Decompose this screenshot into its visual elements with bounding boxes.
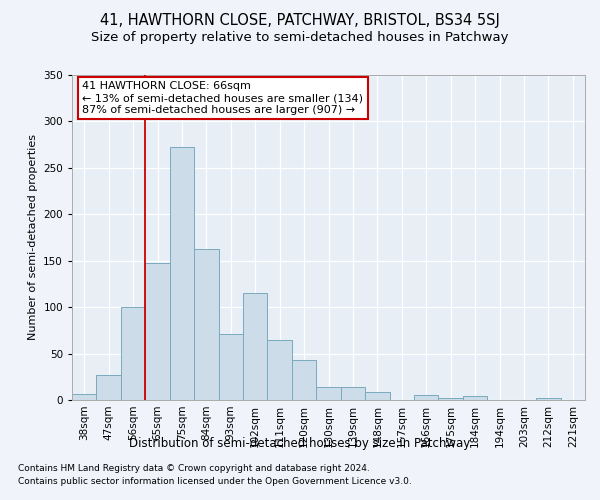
Text: 41 HAWTHORN CLOSE: 66sqm
← 13% of semi-detached houses are smaller (134)
87% of : 41 HAWTHORN CLOSE: 66sqm ← 13% of semi-d… — [82, 82, 363, 114]
Bar — [463, 396, 487, 400]
Bar — [145, 262, 170, 400]
Bar — [414, 396, 439, 400]
Bar — [439, 398, 463, 400]
Bar — [97, 375, 121, 400]
Text: 41, HAWTHORN CLOSE, PATCHWAY, BRISTOL, BS34 5SJ: 41, HAWTHORN CLOSE, PATCHWAY, BRISTOL, B… — [100, 12, 500, 28]
Bar — [316, 387, 341, 400]
Bar — [268, 340, 292, 400]
Text: Distribution of semi-detached houses by size in Patchway: Distribution of semi-detached houses by … — [130, 438, 470, 450]
Y-axis label: Number of semi-detached properties: Number of semi-detached properties — [28, 134, 38, 340]
Text: Contains public sector information licensed under the Open Government Licence v3: Contains public sector information licen… — [18, 478, 412, 486]
Bar — [536, 398, 560, 400]
Bar — [72, 394, 97, 400]
Bar — [218, 334, 243, 400]
Bar — [170, 148, 194, 400]
Bar — [243, 293, 268, 400]
Bar — [121, 307, 145, 400]
Text: Size of property relative to semi-detached houses in Patchway: Size of property relative to semi-detach… — [91, 31, 509, 44]
Bar — [292, 360, 316, 400]
Bar — [194, 248, 218, 400]
Bar — [365, 392, 389, 400]
Text: Contains HM Land Registry data © Crown copyright and database right 2024.: Contains HM Land Registry data © Crown c… — [18, 464, 370, 473]
Bar — [341, 387, 365, 400]
